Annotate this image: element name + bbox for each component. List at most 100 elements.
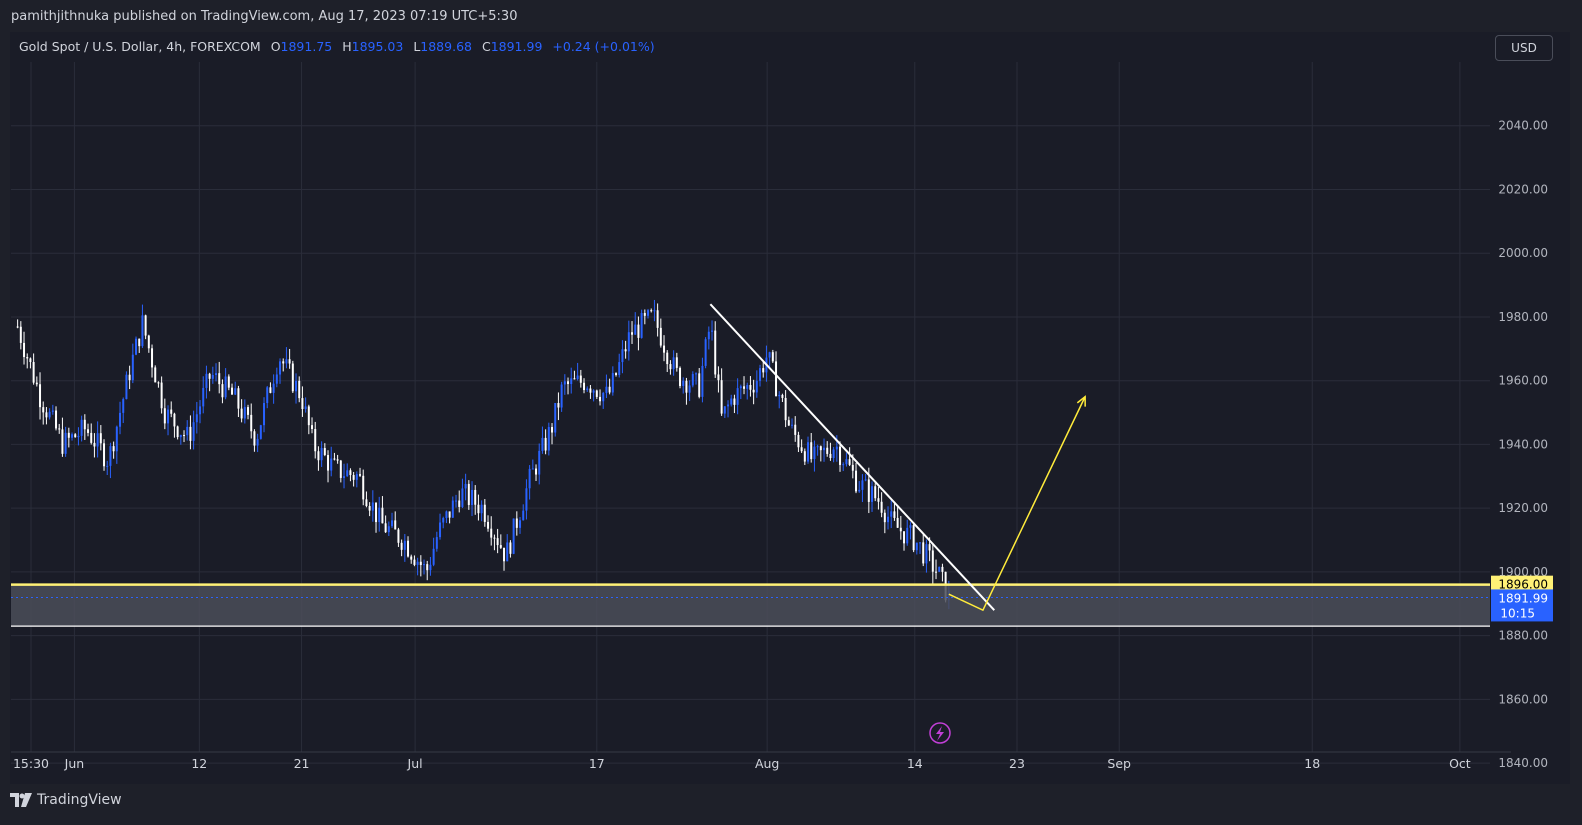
change-value: +0.24 (+0.01%) — [552, 39, 655, 54]
candle-down — [743, 386, 746, 389]
candle-up — [371, 502, 374, 511]
candle-down — [83, 419, 86, 430]
candle-up — [602, 392, 605, 402]
candle-up — [547, 427, 550, 451]
candle-down — [717, 374, 720, 381]
candle-down — [227, 376, 230, 388]
candle-up — [295, 380, 298, 392]
candle-up — [320, 448, 323, 461]
candle-down — [931, 550, 934, 572]
candle-up — [842, 464, 845, 466]
candle-up — [215, 373, 218, 376]
candle-up — [611, 373, 614, 393]
candle-up — [538, 450, 541, 475]
candle-down — [855, 470, 858, 492]
candle-up — [106, 465, 109, 467]
candlestick-series — [16, 299, 950, 610]
candle-down — [800, 447, 803, 452]
candle-up — [541, 437, 544, 451]
candle-down — [787, 420, 790, 426]
candle-down — [941, 566, 944, 572]
candle-down — [368, 506, 371, 511]
candle-down — [29, 358, 32, 363]
candle-down — [781, 394, 784, 398]
candle-down — [314, 429, 317, 452]
candle-up — [439, 522, 442, 538]
candle-down — [55, 410, 58, 429]
candle-up — [522, 510, 525, 521]
candle-up — [77, 435, 80, 438]
candle-down — [608, 386, 611, 393]
lightning-icon[interactable] — [929, 722, 951, 744]
candle-down — [45, 412, 48, 418]
candle-down — [307, 406, 310, 426]
price-tick-label: 1840.00 — [1498, 756, 1548, 770]
candle-down — [893, 511, 896, 518]
candle-down — [26, 357, 29, 359]
candle-down — [663, 345, 666, 353]
candle-down — [247, 407, 250, 415]
candle-down — [288, 359, 291, 364]
candle-down — [474, 489, 477, 505]
footer-branding[interactable]: TradingView — [10, 790, 122, 810]
time-tick-label: Aug — [755, 756, 779, 771]
candle-up — [915, 542, 918, 551]
candle-up — [858, 489, 861, 492]
candle-down — [624, 349, 627, 352]
candle-up — [887, 516, 890, 523]
candle-down — [573, 378, 576, 380]
candle-up — [727, 404, 730, 407]
candle-down — [749, 385, 752, 390]
candle-down — [103, 443, 106, 467]
candle-up — [682, 380, 685, 387]
candle-up — [701, 365, 704, 397]
candle-up — [387, 526, 390, 533]
candle-down — [240, 408, 243, 419]
candle-up — [224, 376, 227, 398]
candle-down — [685, 380, 688, 393]
candle-up — [560, 384, 563, 408]
candle-up — [563, 381, 566, 385]
candle-down — [874, 486, 877, 499]
candle-down — [426, 564, 429, 571]
candle-down — [58, 428, 61, 430]
candle-down — [397, 529, 400, 543]
chart-pane[interactable] — [10, 32, 1570, 784]
candle-down — [138, 338, 141, 347]
candle-down — [867, 479, 870, 502]
candle-up — [279, 361, 282, 375]
candle-down — [384, 523, 387, 533]
candle-up — [864, 479, 867, 481]
candle-down — [675, 357, 678, 368]
candle-up — [707, 331, 710, 340]
candle-up — [605, 386, 608, 393]
candle-down — [61, 429, 64, 454]
candle-up — [445, 511, 448, 518]
candle-down — [467, 483, 470, 505]
candle-down — [67, 432, 70, 438]
candle-up — [647, 310, 650, 316]
candle-up — [96, 433, 99, 447]
candle-up — [909, 525, 912, 528]
candle-down — [352, 475, 355, 480]
candle-up — [755, 380, 758, 393]
candle-up — [525, 488, 528, 511]
currency-button[interactable]: USD — [1495, 35, 1553, 61]
candle-up — [272, 383, 275, 393]
candle-down — [151, 348, 154, 368]
candle-down — [595, 390, 598, 397]
candle-down — [883, 512, 886, 523]
candle-down — [327, 455, 330, 471]
candle-down — [599, 396, 602, 402]
candle-up — [263, 403, 266, 426]
price-tick-label: 1960.00 — [1498, 374, 1548, 388]
candle-down — [775, 361, 778, 397]
candle-up — [119, 412, 122, 427]
candle-up — [442, 517, 445, 523]
candle-down — [413, 559, 416, 565]
candle-down — [365, 499, 368, 507]
candle-up — [115, 426, 118, 452]
time-tick-label: 18 — [1304, 756, 1320, 771]
candle-up — [48, 411, 51, 418]
